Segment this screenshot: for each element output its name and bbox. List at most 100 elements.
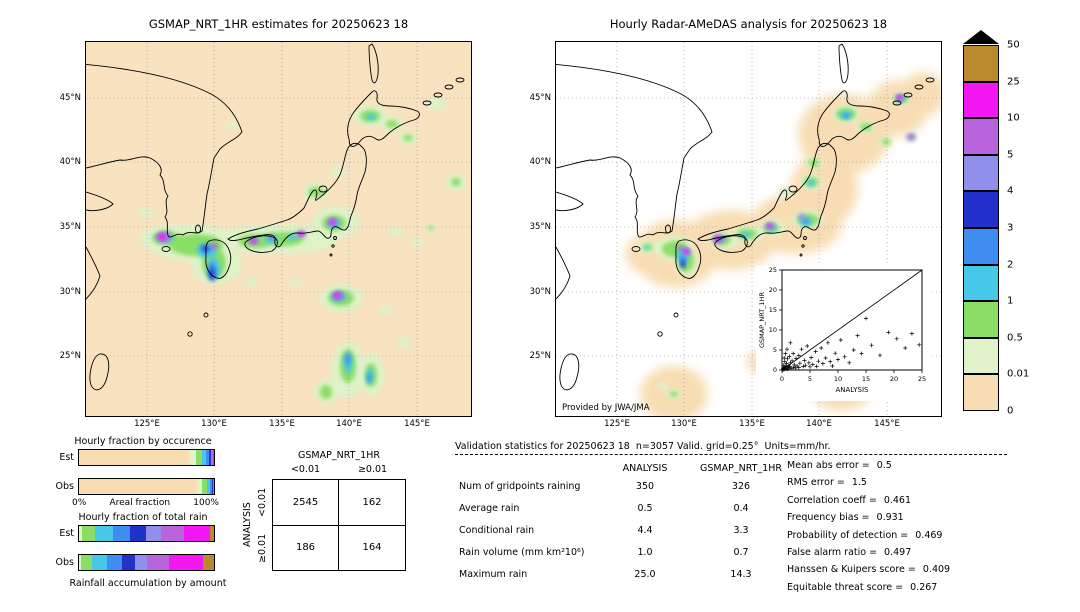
axis-title: Areal fraction (109, 498, 171, 508)
metric-label: RMS error = (787, 477, 845, 489)
stats-row-label: Num of gridpoints raining (459, 481, 581, 492)
metric-label: Mean abs error = (787, 460, 870, 471)
bar-segment (195, 450, 203, 465)
inset-y-tick-label: 20 (769, 286, 777, 294)
colorbar-tick-label: 3 (1007, 222, 1014, 234)
scatter-point (855, 333, 860, 338)
metric-row: Equitable threat score = 0.267 (787, 582, 937, 593)
inset-x-tick-label: 20 (890, 375, 898, 383)
scatter-point (816, 359, 821, 364)
graticule (86, 42, 471, 416)
bar-segment (210, 450, 213, 465)
colorbar-tick-label: 50 (1007, 39, 1020, 51)
scatter-point (864, 316, 868, 321)
bar-segment (121, 555, 136, 570)
stats-gsmap-value: 0.4 (733, 503, 749, 514)
colorbar-tick-label: 0.01 (1007, 368, 1030, 380)
metric-label: Correlation coeff = (787, 494, 877, 506)
precip-layer-magenta (158, 220, 340, 297)
stats-divider (455, 454, 1007, 455)
colorbar-overflow-arrow-icon (963, 30, 999, 44)
scatter-point (793, 366, 798, 370)
contingency-column-group: GSMAP_NRT_1HR (298, 450, 380, 461)
inset-y-tick-label: 5 (773, 346, 777, 354)
scatter-point (836, 357, 840, 362)
contingency-row-group: ANALYSIS (242, 502, 253, 548)
scatter-point (788, 360, 793, 365)
accumulation-caption: Rainfall accumulation by amount (69, 578, 227, 589)
bar-segment (79, 526, 82, 541)
colorbar-band (963, 228, 999, 265)
metric-label: Frequency bias = (787, 512, 870, 524)
precip-layer-darkblue (681, 260, 685, 268)
stats-analysis-value: 4.4 (637, 525, 653, 536)
scatter-point (819, 346, 824, 350)
colorbar-band (963, 264, 999, 302)
scatter-point (917, 342, 922, 347)
scatter-point (785, 347, 789, 352)
stats-gsmap-value: 0.7 (733, 547, 749, 558)
inset-y-tick-label: 0 (773, 366, 777, 374)
bar-segment (81, 555, 93, 570)
inset-x-tick-label: 15 (862, 375, 870, 383)
bar-segment (81, 526, 96, 541)
stats-gsmap-value: 14.3 (730, 569, 752, 580)
lon-tick-label: 135°E (269, 419, 295, 429)
graticule (556, 42, 941, 416)
inset-frame (781, 269, 923, 371)
stats-analysis-value: 1.0 (637, 547, 653, 558)
lat-tick-label: 25°N (59, 351, 81, 361)
totalrain-obs-row: Obs (48, 554, 215, 571)
lat-tick-label: 40°N (59, 157, 81, 167)
metric-row: RMS error = 1.5 (787, 477, 867, 488)
scatter-point (787, 364, 792, 369)
scatter-point (859, 351, 864, 356)
occurrence-title: Hourly fraction by occurence (74, 436, 212, 447)
scatter-point (886, 330, 891, 335)
scatter-point (790, 358, 795, 363)
lon-tick-label: 140°E (336, 419, 362, 429)
scatter-point (785, 356, 790, 361)
scatter-point (794, 356, 798, 361)
metric-value: 0.469 (915, 529, 943, 541)
scatter-point (830, 364, 835, 368)
bar-segment (209, 479, 212, 494)
scatter-point (792, 362, 797, 367)
occurrence-obs-row: Obs (48, 478, 215, 495)
colorbar-band (963, 45, 999, 82)
colorbar-band (963, 337, 999, 375)
areal-fraction-axis: 0% Areal fraction 100% (72, 498, 219, 508)
row-label-est: Est (59, 452, 74, 463)
metric-row: Mean abs error = 0.5 (787, 460, 892, 471)
contingency-column-labels: <0.01 ≥0.01 (272, 464, 406, 475)
bar-segment (202, 479, 208, 494)
inset-diagonal-line (781, 269, 923, 371)
scatter-point (909, 331, 914, 336)
row-label-obs: Obs (55, 557, 74, 568)
inset-ylabel: GSMAP_NRT_1HR (758, 291, 766, 348)
metric-row: Frequency bias = 0.931 (787, 512, 904, 523)
scatter-point (869, 343, 874, 348)
scatter-point (813, 349, 818, 354)
totalrain-est-bar (78, 525, 215, 542)
scatter-point (833, 351, 838, 356)
scatter-point (788, 340, 793, 345)
stats-analysis-value: 0.5 (637, 503, 653, 514)
scatter-point (828, 359, 833, 364)
bar-segment (79, 450, 190, 465)
scatter-point (801, 364, 806, 369)
colorbar-band (963, 81, 999, 119)
occurrence-est-bar (78, 449, 215, 466)
metric-row: False alarm ratio = 0.497 (787, 547, 911, 558)
colorbar-band (963, 154, 999, 192)
bar-segment (130, 526, 147, 541)
scatter-point (796, 353, 801, 358)
lon-tick-label: 145°E (404, 419, 430, 429)
scatter-point (825, 340, 830, 345)
lat-tick-label: 45°N (529, 93, 551, 103)
scatter-point (823, 356, 828, 360)
scatter-point (803, 363, 808, 368)
fraction-bars-block: Hourly fraction by occurence Est Obs 0% … (48, 436, 263, 608)
validation-stats-block: Validation statistics for 20250623 18 n=… (455, 441, 1080, 606)
